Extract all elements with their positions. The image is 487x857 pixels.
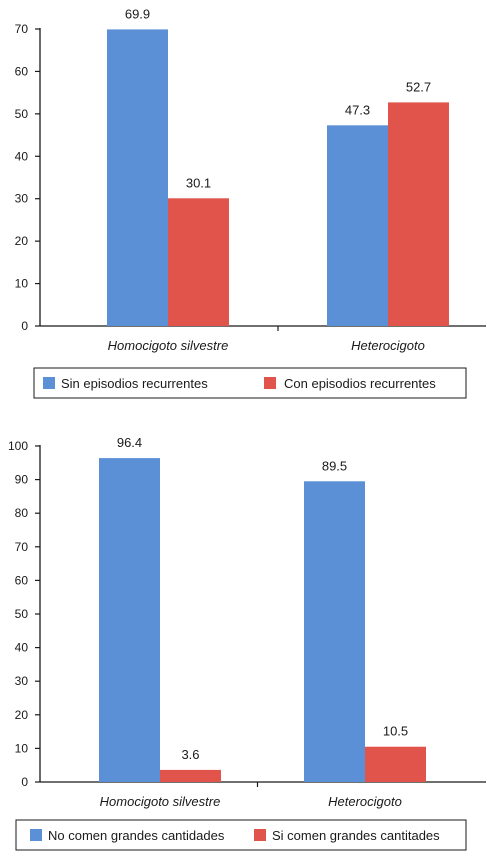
y-tick-label: 70 xyxy=(15,540,29,554)
data-label: 10.5 xyxy=(383,724,408,739)
legend-label: Con episodios recurrentes xyxy=(284,376,436,391)
bar xyxy=(168,198,229,326)
y-tick-label: 60 xyxy=(15,573,29,587)
legend-swatch xyxy=(254,829,266,841)
bar xyxy=(107,29,168,326)
y-tick-label: 60 xyxy=(15,64,29,78)
data-label: 47.3 xyxy=(345,102,370,117)
y-tick-label: 90 xyxy=(15,473,29,487)
y-tick-label: 30 xyxy=(15,192,29,206)
legend-swatch xyxy=(264,377,276,389)
y-tick-label: 100 xyxy=(8,439,28,453)
data-label: 96.4 xyxy=(117,435,142,450)
bar xyxy=(327,125,388,326)
chart-panel-2: 0 10 20 30 40 50 60 70 80 90 100 Homocigoto silvest… xyxy=(8,435,486,851)
x-category-label: Heterocigoto xyxy=(351,338,425,353)
legend-swatch xyxy=(43,377,55,389)
y-tick-label: 80 xyxy=(15,506,29,520)
y-tick-label: 40 xyxy=(15,641,29,655)
y-tick-label: 20 xyxy=(15,234,29,248)
y-tick-label: 30 xyxy=(15,674,29,688)
bar xyxy=(365,746,426,782)
bar xyxy=(388,102,449,326)
chart-panel-1: 0 10 20 30 40 50 60 70 Homocigoto silvestre Heter… xyxy=(15,6,486,399)
legend-box xyxy=(33,367,467,399)
y-tick-label: 0 xyxy=(21,319,28,333)
y-tick-label: 50 xyxy=(15,607,29,621)
data-label: 3.6 xyxy=(181,747,199,762)
y-tick-label: 50 xyxy=(15,107,29,121)
y-tick-label: 40 xyxy=(15,149,29,163)
legend-label: Si comen grandes cantitades xyxy=(272,828,440,843)
legend-label: Sin episodios recurrentes xyxy=(61,376,208,391)
data-label: 52.7 xyxy=(406,79,431,94)
legend-swatch xyxy=(30,829,42,841)
x-category-label: Heterocigoto xyxy=(328,794,402,809)
y-tick-label: 70 xyxy=(15,22,29,36)
y-tick-label: 10 xyxy=(15,277,29,291)
bar xyxy=(304,481,365,782)
y-tick-label: 0 xyxy=(21,775,28,789)
bar xyxy=(99,458,160,782)
bar xyxy=(160,769,221,782)
legend-label: No comen grandes cantidades xyxy=(48,828,225,843)
data-label: 30.1 xyxy=(186,175,211,190)
data-label: 69.9 xyxy=(125,6,150,21)
x-category-label: Homocigoto silvestre xyxy=(100,794,221,809)
legend-box xyxy=(15,819,467,851)
x-category-label: Homocigoto silvestre xyxy=(108,338,229,353)
y-tick-label: 10 xyxy=(15,741,29,755)
y-tick-label: 20 xyxy=(15,708,29,722)
data-label: 89.5 xyxy=(322,458,347,473)
